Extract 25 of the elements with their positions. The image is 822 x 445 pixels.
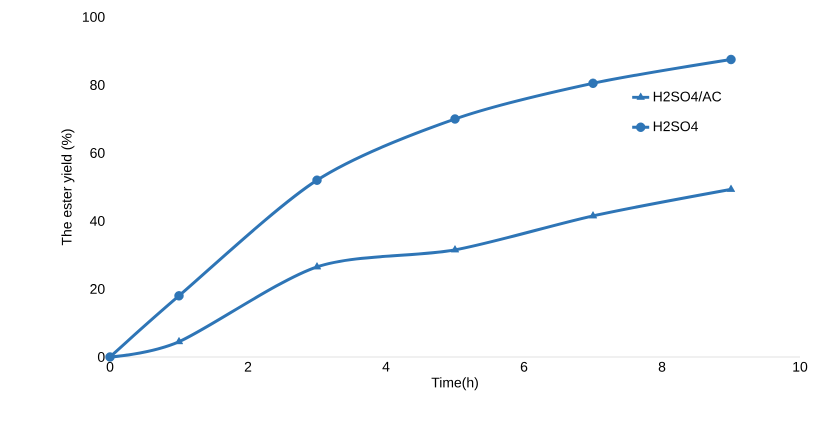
x-tick-label: 8 <box>658 362 666 372</box>
y-tick-label: 20 <box>90 284 105 294</box>
y-tick-label: 100 <box>82 12 105 22</box>
y-tick-label: 60 <box>90 148 105 158</box>
point <box>450 245 460 252</box>
point <box>588 211 598 218</box>
point <box>726 184 736 192</box>
x-tick-label: 10 <box>793 362 808 372</box>
point <box>450 114 460 124</box>
point <box>588 78 598 88</box>
x-axis-title: Time(h) <box>432 377 478 390</box>
y-tick-label: 80 <box>90 80 105 90</box>
point <box>312 175 322 185</box>
y-tick-label: 40 <box>90 216 105 226</box>
y-tick-label: 0 <box>98 352 105 362</box>
point <box>105 352 115 362</box>
point <box>726 54 736 64</box>
x-tick-label: 0 <box>106 362 114 372</box>
point <box>174 291 184 301</box>
x-tick-label: 2 <box>244 362 252 372</box>
x-tick-label: 6 <box>520 362 528 372</box>
x-tick-label: 4 <box>382 362 390 372</box>
legend-label: H2SO4 <box>654 121 698 132</box>
y-axis-title: The ester yield (%) <box>61 129 74 246</box>
legend-label: H2SO4/AC <box>654 91 722 102</box>
